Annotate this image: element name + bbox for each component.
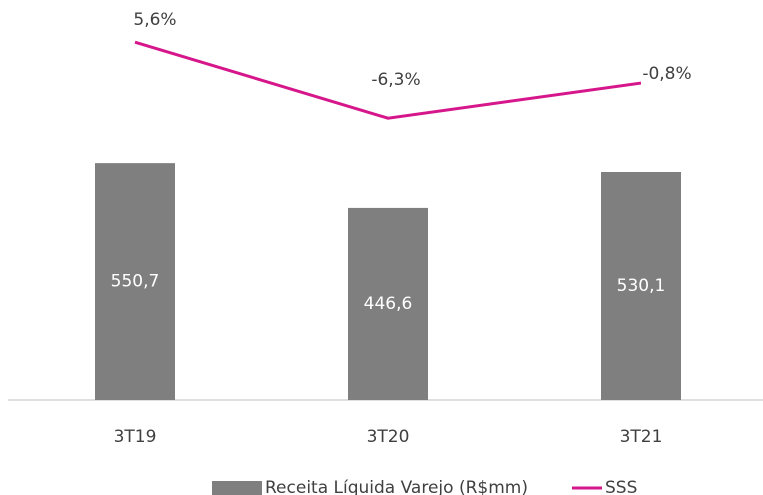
- legend-label: SSS: [605, 478, 637, 495]
- bar: [95, 163, 175, 400]
- bar-value-label: 530,1: [617, 276, 666, 296]
- legend-swatch: [212, 481, 262, 495]
- x-tick-label: 3T20: [367, 427, 410, 447]
- x-tick-label: 3T19: [114, 427, 157, 447]
- bar-value-label: 446,6: [364, 294, 413, 314]
- bar: [348, 207, 428, 400]
- line-value-label: -6,3%: [371, 70, 420, 90]
- line: [134, 40, 642, 120]
- bar: [601, 172, 681, 400]
- line-value-label: -0,8%: [642, 64, 691, 84]
- bar-value-label: 550,7: [111, 272, 160, 292]
- x-tick-label: 3T21: [620, 427, 663, 447]
- line-value-label: 5,6%: [133, 10, 176, 30]
- legend-label: Receita Líquida Varejo (R$mm): [265, 478, 528, 495]
